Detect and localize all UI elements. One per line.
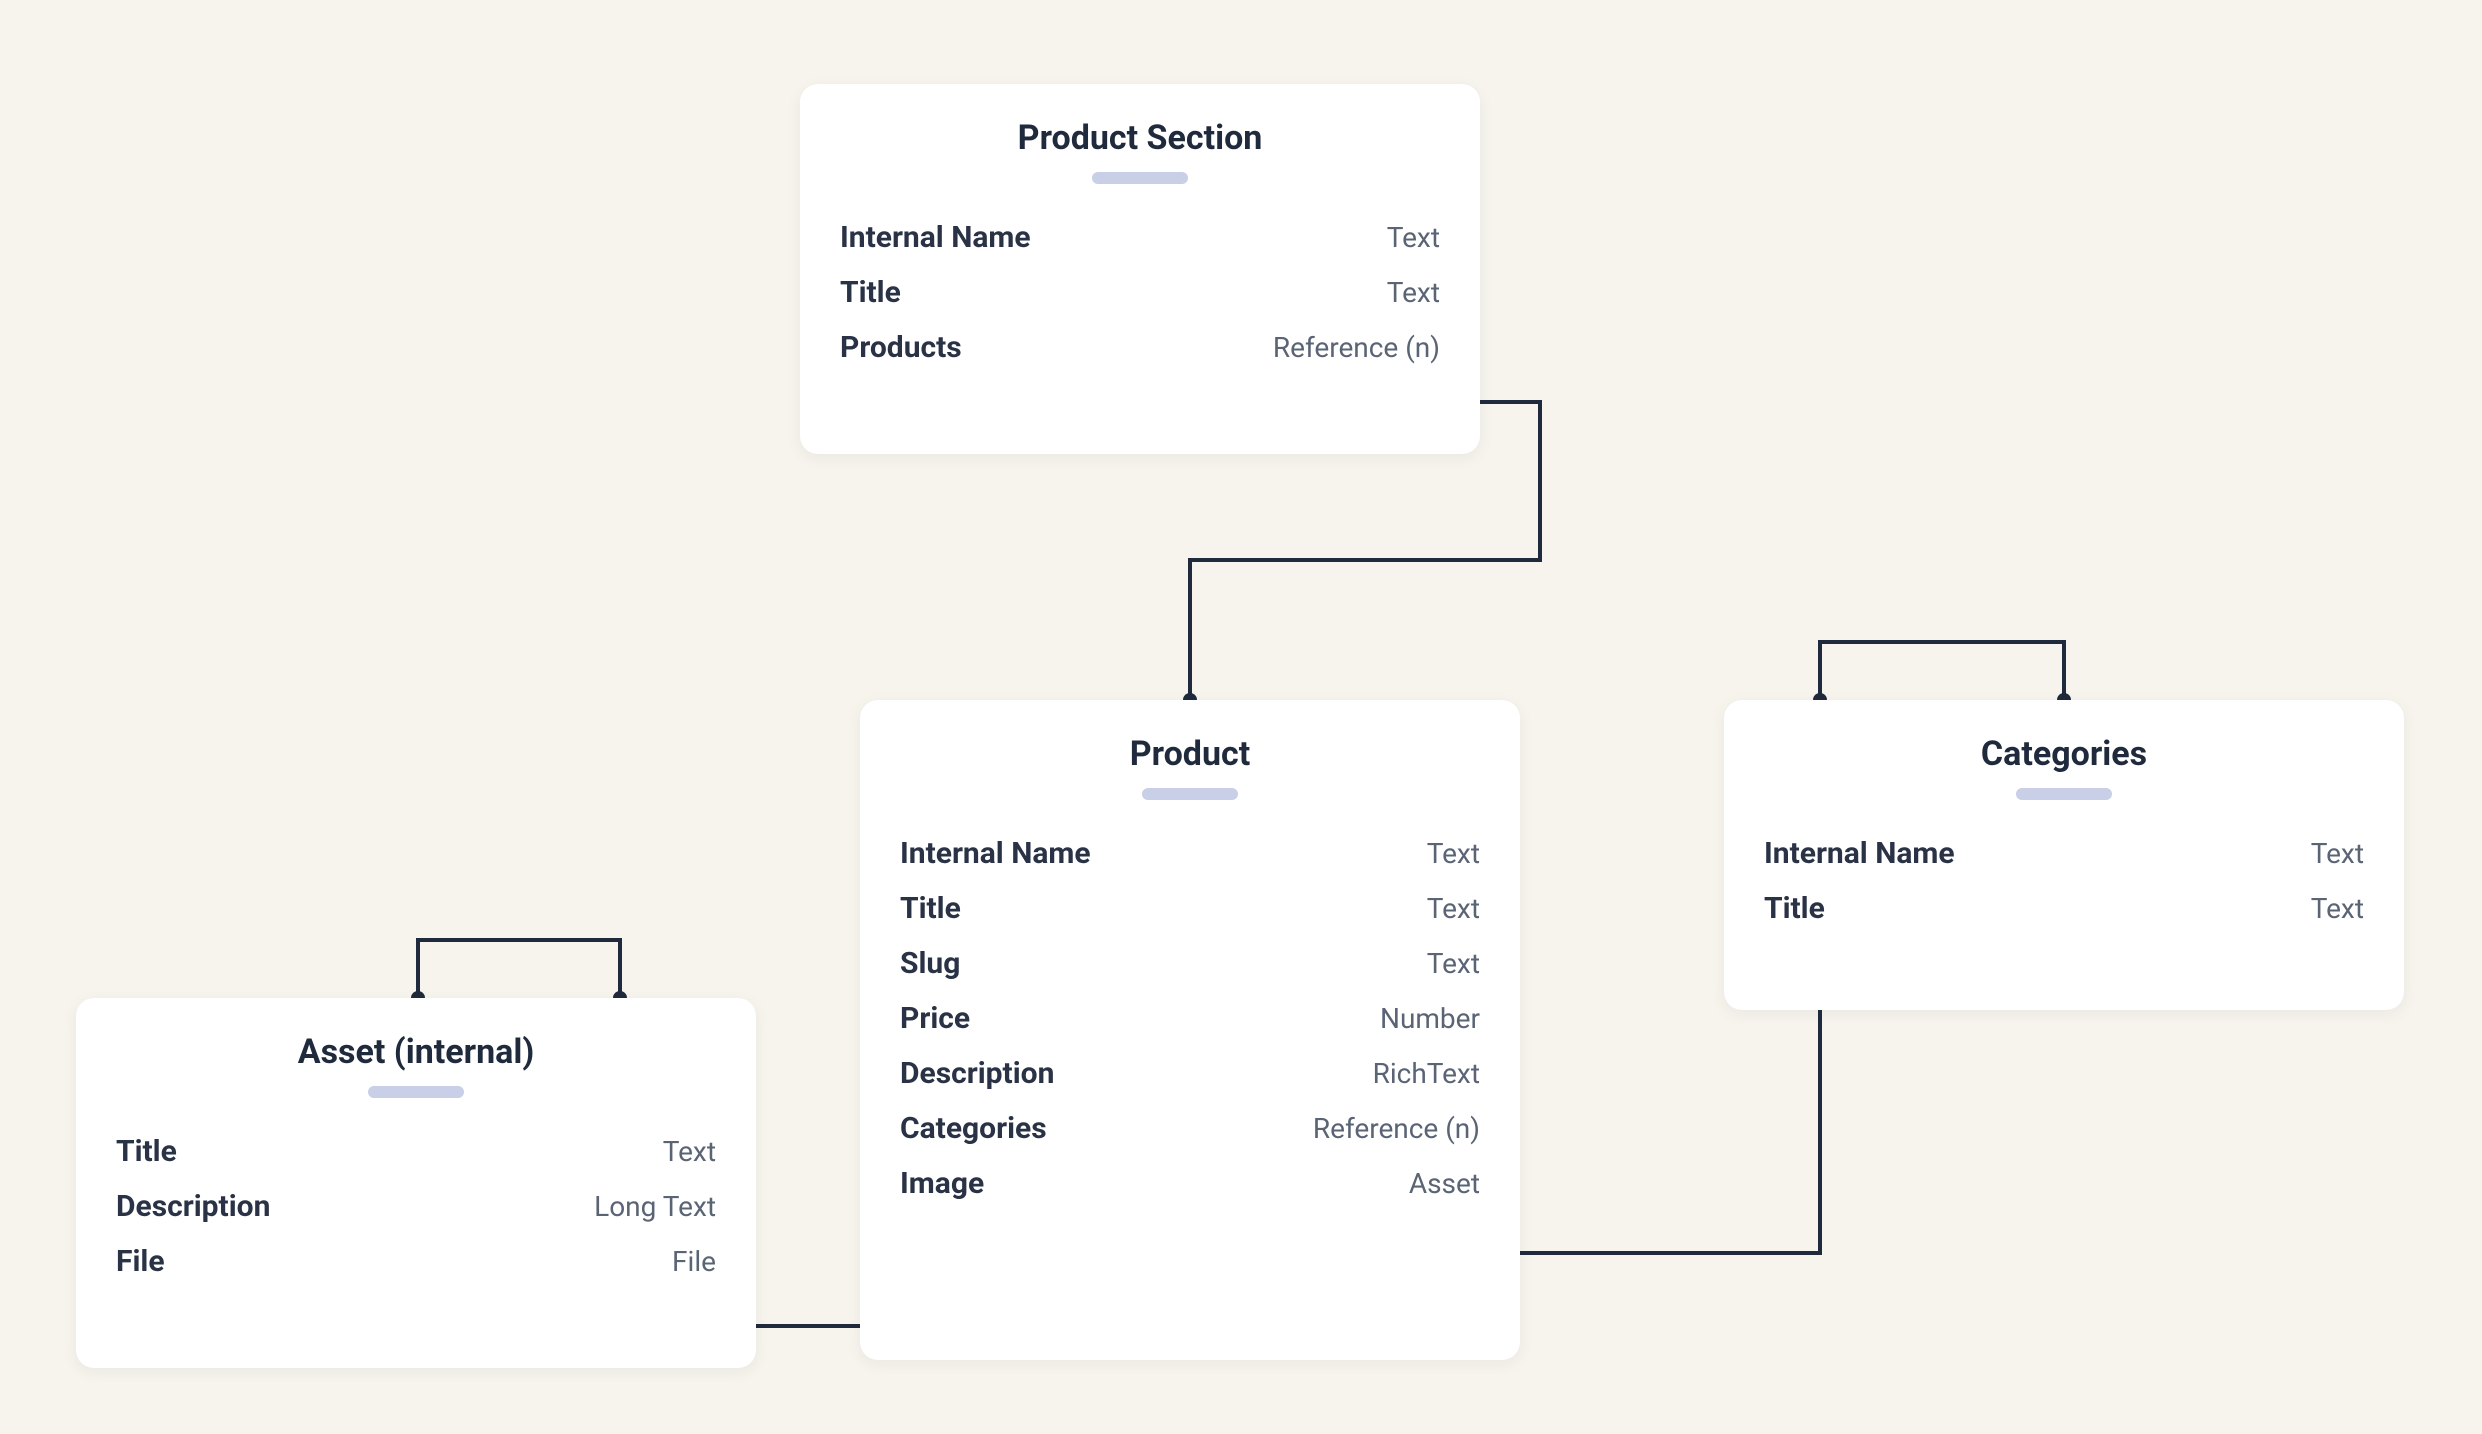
field-type: Text (663, 1135, 716, 1168)
field-row: Internal Name Text (840, 210, 1440, 265)
field-name: Title (116, 1134, 177, 1169)
field-name: Internal Name (840, 220, 1031, 255)
fields-list: Internal Name Text Title Text (1764, 826, 2364, 936)
field-name: Title (900, 891, 961, 926)
field-row: Internal Name Text (900, 826, 1480, 881)
node-categories[interactable]: Categories Internal Name Text Title Text (1724, 700, 2404, 1010)
edge-asset_top_loop (418, 940, 620, 998)
field-type: Text (1387, 221, 1440, 254)
field-type: Text (1427, 837, 1480, 870)
drag-handle[interactable] (2016, 788, 2112, 800)
field-row: Title Text (900, 881, 1480, 936)
field-row: Title Text (1764, 881, 2364, 936)
field-type: Reference (n) (1273, 331, 1440, 364)
fields-list: Internal Name Text Title Text Slug Text Price N… (900, 826, 1480, 1211)
node-title: Product Section (840, 118, 1440, 158)
field-name: Description (116, 1189, 270, 1224)
field-row: Price Number (900, 991, 1480, 1046)
field-name: Categories (900, 1111, 1047, 1146)
field-type: Text (1427, 947, 1480, 980)
field-name: Title (840, 275, 901, 310)
field-name: Products (840, 330, 962, 365)
field-type: Text (2311, 892, 2364, 925)
field-row: Image Asset (900, 1156, 1480, 1211)
field-type: Asset (1409, 1167, 1480, 1200)
field-row: Slug Text (900, 936, 1480, 991)
field-type: Long Text (594, 1190, 716, 1223)
edge-categories_top_loop (1820, 642, 2064, 700)
field-name: Price (900, 1001, 970, 1036)
drag-handle[interactable] (1142, 788, 1238, 800)
node-product-section[interactable]: Product Section Internal Name Text Title Te… (800, 84, 1480, 454)
field-row: Title Text (116, 1124, 716, 1179)
drag-handle[interactable] (368, 1086, 464, 1098)
field-type: Text (1427, 892, 1480, 925)
field-type: Text (1387, 276, 1440, 309)
node-title: Product (900, 734, 1480, 774)
fields-list: Title Text Description Long Text File File (116, 1124, 716, 1289)
field-type: RichText (1373, 1057, 1480, 1090)
field-type: File (672, 1245, 716, 1278)
field-row: Products Reference (n) (840, 320, 1440, 375)
fields-list: Internal Name Text Title Text Products Refere… (840, 210, 1440, 375)
field-row: Title Text (840, 265, 1440, 320)
node-product[interactable]: Product Internal Name Text Title Text Slug Te… (860, 700, 1520, 1360)
field-name: Internal Name (900, 836, 1091, 871)
drag-handle[interactable] (1092, 172, 1188, 184)
field-type: Reference (n) (1313, 1112, 1480, 1145)
field-type: Number (1380, 1002, 1480, 1035)
field-name: Description (900, 1056, 1054, 1091)
field-name: Title (1764, 891, 1825, 926)
field-row: Description RichText (900, 1046, 1480, 1101)
field-name: Image (900, 1166, 984, 1201)
diagram-canvas: Product Section Internal Name Text Title Te… (0, 0, 2482, 1434)
field-row: Internal Name Text (1764, 826, 2364, 881)
field-row: File File (116, 1234, 716, 1289)
field-row: Description Long Text (116, 1179, 716, 1234)
field-type: Text (2311, 837, 2364, 870)
node-asset[interactable]: Asset (internal) Title Text Description Lon… (76, 998, 756, 1368)
field-name: Internal Name (1764, 836, 1955, 871)
field-row: Categories Reference (n) (900, 1101, 1480, 1156)
node-title: Asset (internal) (116, 1032, 716, 1072)
field-name: Slug (900, 946, 960, 981)
field-name: File (116, 1244, 165, 1279)
node-title: Categories (1764, 734, 2364, 774)
